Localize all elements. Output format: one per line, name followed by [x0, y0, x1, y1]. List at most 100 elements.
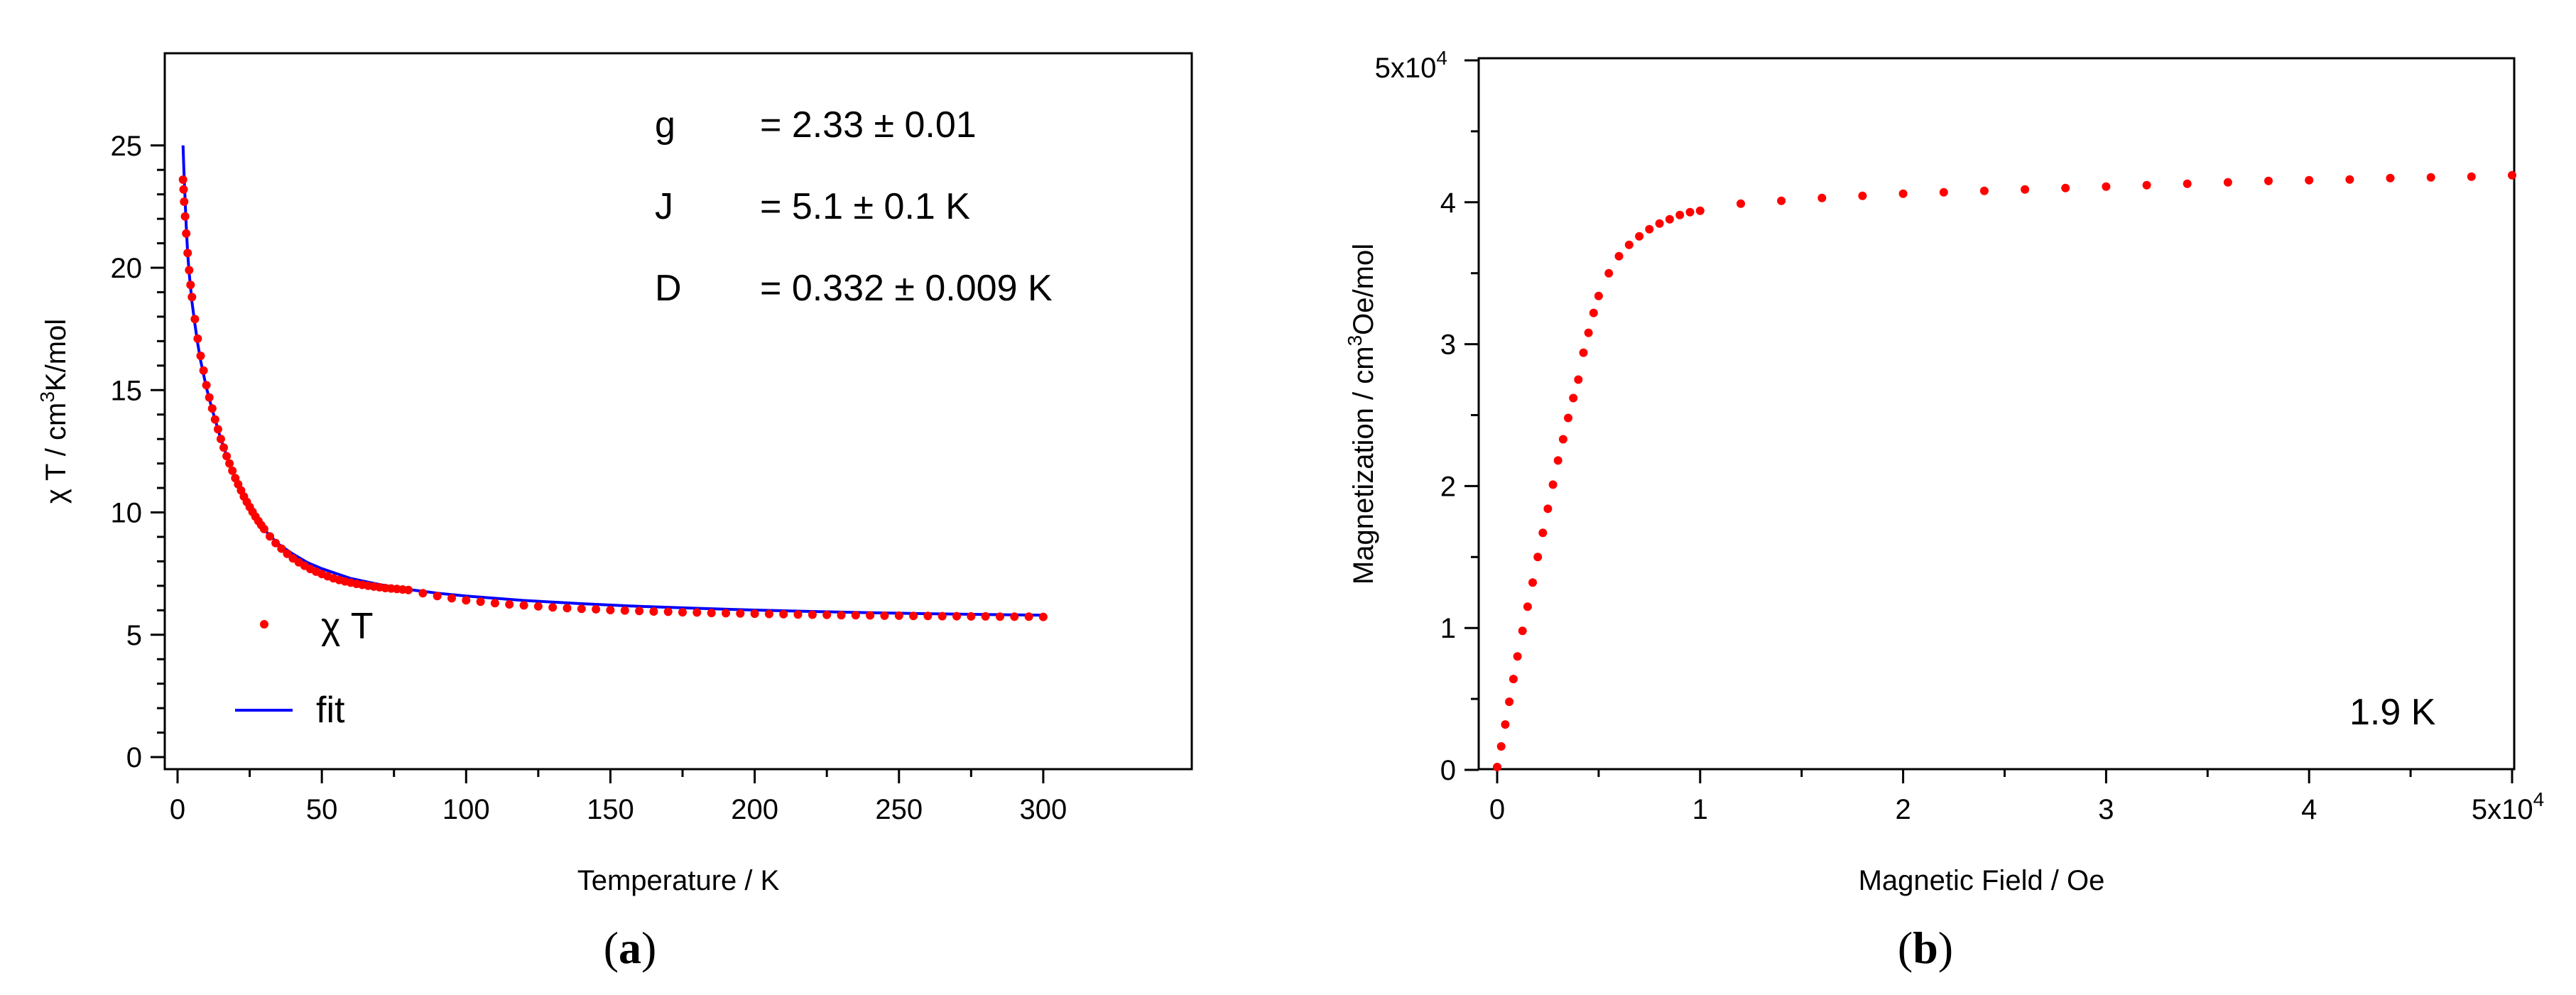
- data-point: [2386, 173, 2395, 183]
- data-point: [563, 604, 572, 613]
- data-point: [1898, 189, 1908, 198]
- temperature-annotation: 1.9 K: [2349, 692, 2436, 733]
- y-tick-label: 1: [1440, 613, 1456, 644]
- data-point: [1584, 328, 1593, 337]
- data-point: [1635, 232, 1644, 241]
- data-point: [2021, 185, 2030, 194]
- x-tick-label: 1: [1692, 794, 1708, 825]
- data-point: [1024, 612, 1033, 621]
- y-tick-label: 0: [1440, 755, 1456, 786]
- data-point: [2061, 183, 2070, 192]
- data-point: [205, 393, 214, 402]
- data-point: [663, 607, 673, 616]
- data-point: [1538, 528, 1548, 538]
- data-point: [923, 611, 933, 621]
- data-point: [1543, 504, 1553, 513]
- data-point: [1594, 291, 1603, 300]
- data-point: [779, 609, 788, 619]
- data-point: [2264, 176, 2273, 185]
- legend-a: χ T fit: [235, 606, 374, 731]
- data-point: [1518, 626, 1527, 636]
- data-point: [1579, 348, 1588, 357]
- data-point: [1496, 742, 1506, 751]
- data-point: [722, 609, 730, 618]
- panel-caption-b: (b): [1898, 923, 1953, 973]
- data-point: [707, 609, 716, 618]
- y-tick-label: 15: [111, 375, 143, 406]
- data-point: [183, 249, 192, 258]
- data-point: [505, 600, 514, 609]
- data-point: [266, 532, 274, 541]
- data-point: [1858, 191, 1867, 200]
- data-point: [462, 596, 471, 605]
- data-point: [1604, 268, 1614, 278]
- data-point: [1569, 393, 1578, 403]
- data-point: [808, 610, 817, 619]
- y-tick-label: 5x104: [1375, 47, 1447, 84]
- param-j-value: = 5.1 ± 0.1 K: [760, 186, 970, 227]
- x-axis-label-b: Magnetic Field / Oe: [1859, 865, 2105, 896]
- x-tick-label: 50: [306, 794, 338, 825]
- plot-frame-a: [163, 52, 1193, 771]
- data-point: [750, 609, 759, 619]
- x-tick-label: 0: [1489, 794, 1505, 825]
- data-point: [202, 381, 211, 390]
- data-point: [210, 415, 219, 424]
- data-point: [1548, 480, 1558, 489]
- data-point: [1558, 435, 1567, 444]
- data-point: [1645, 224, 1654, 234]
- data-point: [2467, 172, 2476, 181]
- data-point: [2142, 180, 2151, 190]
- data-point: [1589, 308, 1598, 317]
- data-point: [2426, 173, 2435, 182]
- data-point: [1614, 251, 1624, 261]
- data-point: [649, 607, 658, 616]
- data-point: [851, 611, 860, 620]
- data-point: [199, 366, 208, 375]
- data-point: [2183, 179, 2192, 188]
- y-axis-label-b: Magnetization / cm3Oe/mol: [1344, 244, 1379, 585]
- data-point: [1939, 187, 1948, 197]
- plot-frame-b: [1477, 57, 2516, 771]
- data-point: [1528, 578, 1537, 587]
- y-tick-label: 2: [1440, 471, 1456, 502]
- axis-ticks-a: 0 50 100 150 200 250 300 0 5 10 15 20 25: [111, 131, 1067, 825]
- param-g-value: = 2.33 ± 0.01: [760, 104, 977, 146]
- data-point: [1533, 553, 1543, 562]
- x-tick-label: 4: [2301, 794, 2317, 825]
- data-point: [190, 315, 200, 324]
- data-point: [225, 459, 234, 468]
- y-tick-label: 25: [111, 131, 143, 162]
- data-point: [277, 544, 286, 553]
- x-tick-label: 0: [170, 794, 185, 825]
- y-tick-label: 20: [111, 253, 143, 284]
- x-tick-label: 200: [731, 794, 778, 825]
- panel-caption-a: (a): [604, 923, 657, 973]
- y-tick-exponent: 4: [1436, 47, 1447, 69]
- data-point: [1501, 720, 1510, 729]
- data-point: [1505, 697, 1514, 707]
- data-point: [606, 606, 615, 614]
- param-d-value: = 0.332 ± 0.009 K: [760, 268, 1053, 309]
- data-point: [196, 352, 205, 360]
- data-point: [1675, 210, 1685, 219]
- data-point: [764, 609, 773, 619]
- data-point: [837, 611, 846, 620]
- data-point: [938, 611, 947, 621]
- legend-label-chit: χ T: [321, 606, 374, 647]
- data-point: [207, 404, 217, 413]
- x-tick-label: 5x104: [2472, 788, 2544, 825]
- y-tick-label: 3: [1440, 330, 1456, 361]
- data-point: [433, 592, 442, 601]
- data-point: [533, 602, 543, 611]
- data-point: [418, 589, 428, 598]
- x-tick-exponent: 4: [2533, 788, 2545, 810]
- data-point: [1777, 196, 1786, 205]
- data-point: [952, 611, 961, 621]
- data-point: [577, 604, 586, 614]
- data-point: [271, 538, 281, 548]
- chart-panel-a: 0 50 100 150 200 250 300 0 5 10 15 20 25 Temperature…: [36, 52, 1193, 896]
- data-point: [1553, 456, 1563, 465]
